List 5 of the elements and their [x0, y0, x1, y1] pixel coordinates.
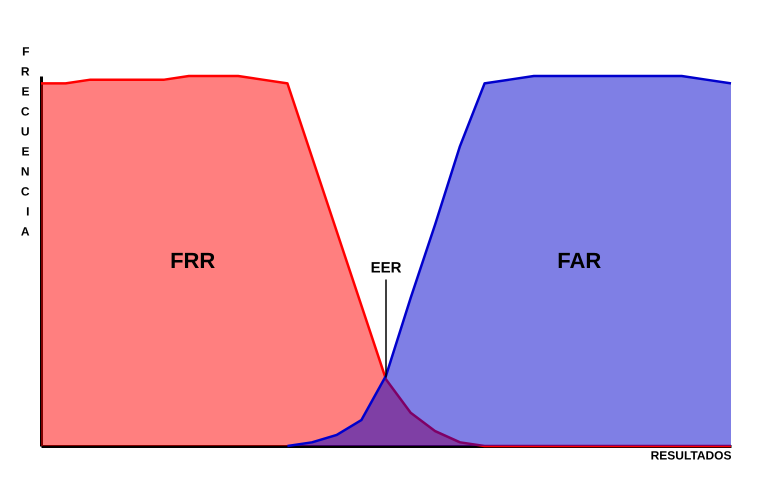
text: FRECUENCIA — [20, 44, 30, 238]
series-label: FAR — [557, 248, 602, 273]
annotation: EER — [370, 260, 402, 276]
series-label: FRR — [170, 248, 216, 273]
x-axis-title: RESULTADOS — [650, 448, 732, 462]
